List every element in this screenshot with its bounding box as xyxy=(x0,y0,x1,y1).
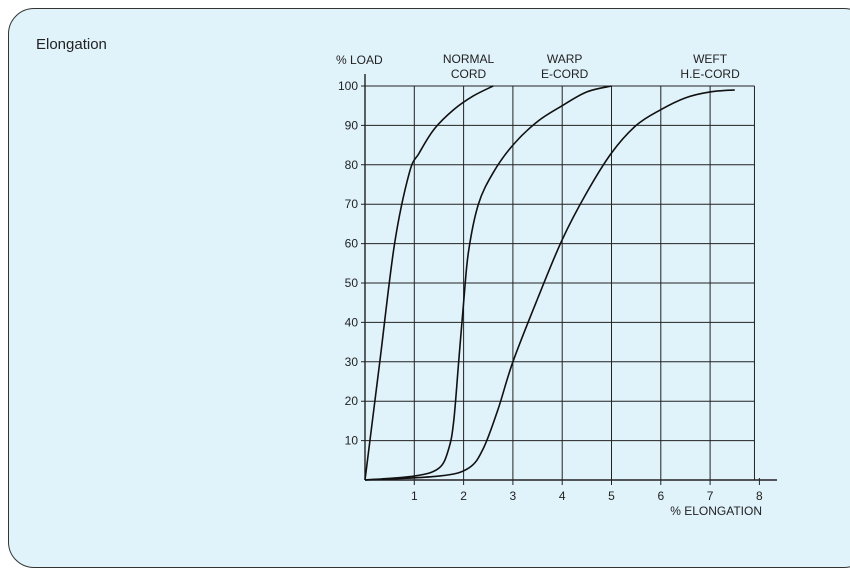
page-title: Elongation xyxy=(36,36,107,53)
series-label: NORMAL xyxy=(443,52,495,66)
tick-labels: 10 20 30 40 50 60 70 80 90 100 1 2 3 4 5 6 7 8 xyxy=(338,79,763,503)
x-tick-label: 7 xyxy=(707,489,714,503)
axes xyxy=(364,74,777,481)
series-label: H.E-CORD xyxy=(680,67,740,81)
x-tick-label: 8 xyxy=(756,489,763,503)
y-tick-label: 10 xyxy=(345,434,359,448)
elongation-chart: 10 20 30 40 50 60 70 80 90 100 1 2 3 4 5 6 7 8 NORMALCORD… xyxy=(336,52,777,518)
series-label: CORD xyxy=(451,67,487,81)
y-tick-label: 100 xyxy=(338,79,358,93)
x-tick-label: 1 xyxy=(411,489,418,503)
series-line xyxy=(364,85,494,481)
series-label: WEFT xyxy=(693,52,728,66)
x-tick-label: 2 xyxy=(460,489,467,503)
y-axis-title: % LOAD xyxy=(336,53,383,67)
series-label: E-CORD xyxy=(541,67,589,81)
x-tick-label: 4 xyxy=(559,489,566,503)
y-tick-label: 90 xyxy=(345,118,359,132)
x-tick-label: 5 xyxy=(608,489,615,503)
series-line xyxy=(364,89,735,481)
x-axis-title: % ELONGATION xyxy=(670,504,762,518)
y-tick-label: 60 xyxy=(345,237,359,251)
grid-lines xyxy=(361,85,760,485)
y-tick-label: 20 xyxy=(345,394,359,408)
y-tick-label: 30 xyxy=(345,355,359,369)
x-tick-label: 6 xyxy=(657,489,664,503)
series-lines xyxy=(364,85,735,481)
y-tick-label: 50 xyxy=(345,276,359,290)
y-tick-label: 70 xyxy=(345,197,359,211)
x-tick-label: 3 xyxy=(510,489,517,503)
series-line xyxy=(364,85,612,481)
y-tick-label: 40 xyxy=(345,315,359,329)
y-tick-label: 80 xyxy=(345,158,359,172)
series-label: WARP xyxy=(547,52,583,66)
